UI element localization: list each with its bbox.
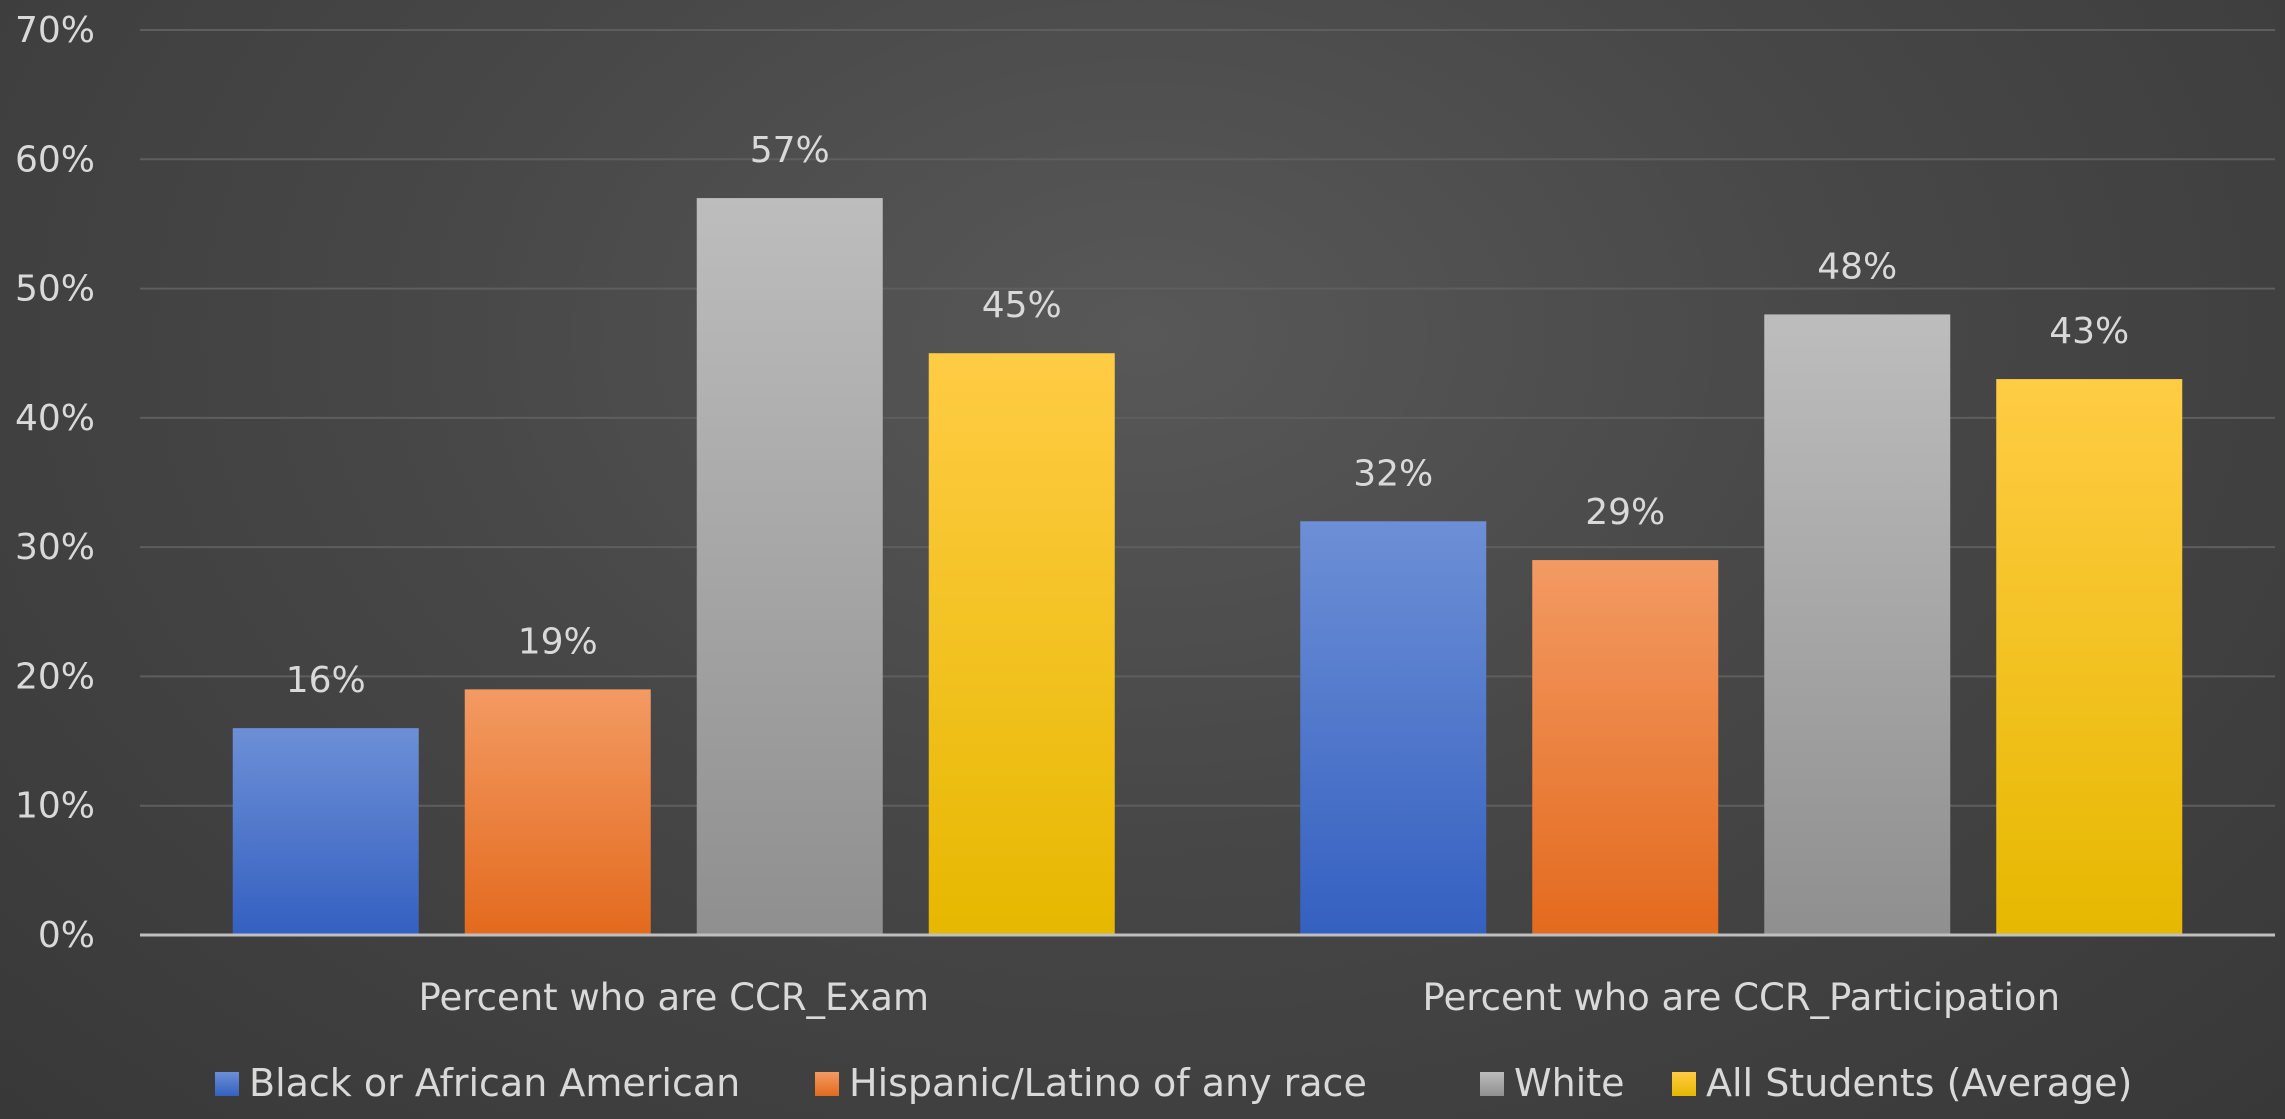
bar-hispanic-latino-of-any-race-1 [1532, 560, 1719, 935]
legend-swatch [215, 1072, 239, 1096]
bar-black-or-african-american-1 [1300, 521, 1487, 935]
y-tick-label: 10% [15, 786, 95, 827]
x-category-label: Percent who are CCR_Exam [418, 976, 929, 1019]
legend-label: Hispanic/Latino of any race [849, 1061, 1367, 1105]
data-label: 43% [2049, 311, 2129, 352]
bar-all-students-average--1 [1996, 379, 2183, 936]
bars [232, 198, 2183, 936]
legend-label: Black or African American [249, 1061, 740, 1105]
y-tick-label: 60% [15, 139, 95, 180]
bar-black-or-african-american-0 [232, 728, 419, 935]
data-label: 19% [518, 621, 598, 662]
data-label: 32% [1353, 453, 1433, 494]
category-labels: Percent who are CCR_Exam Percent who are … [418, 976, 2060, 1019]
y-tick-label: 20% [15, 656, 95, 697]
bar-all-students-average--0 [928, 353, 1115, 935]
legend-label: White [1514, 1061, 1625, 1105]
y-tick-label: 50% [15, 269, 95, 310]
data-label: 45% [982, 285, 1062, 326]
y-tick-label: 40% [15, 398, 95, 439]
data-label: 29% [1585, 492, 1665, 533]
y-tick-label: 30% [15, 527, 95, 568]
x-category-label: Percent who are CCR_Participation [1422, 976, 2060, 1019]
y-axis-ticks: 0% 10% 20% 30% 40% 50% 60% 70% [15, 10, 95, 956]
legend-swatch [1480, 1072, 1504, 1096]
data-label: 57% [750, 130, 830, 171]
legend-swatch [815, 1072, 839, 1096]
bar-white-1 [1764, 314, 1951, 935]
y-tick-label: 70% [15, 10, 95, 51]
legend: Black or African American Hispanic/Latino… [215, 1061, 2132, 1105]
data-label: 48% [1817, 246, 1897, 287]
data-labels: 16% 19% 57% 45% 32% 29% 48% 43% [286, 130, 2130, 701]
bar-hispanic-latino-of-any-race-0 [464, 689, 651, 935]
legend-swatch [1672, 1072, 1696, 1096]
y-tick-label: 0% [38, 915, 95, 956]
data-label: 16% [286, 660, 366, 701]
bar-white-0 [696, 198, 883, 936]
legend-label: All Students (Average) [1706, 1061, 2132, 1105]
gridlines [140, 29, 2275, 807]
